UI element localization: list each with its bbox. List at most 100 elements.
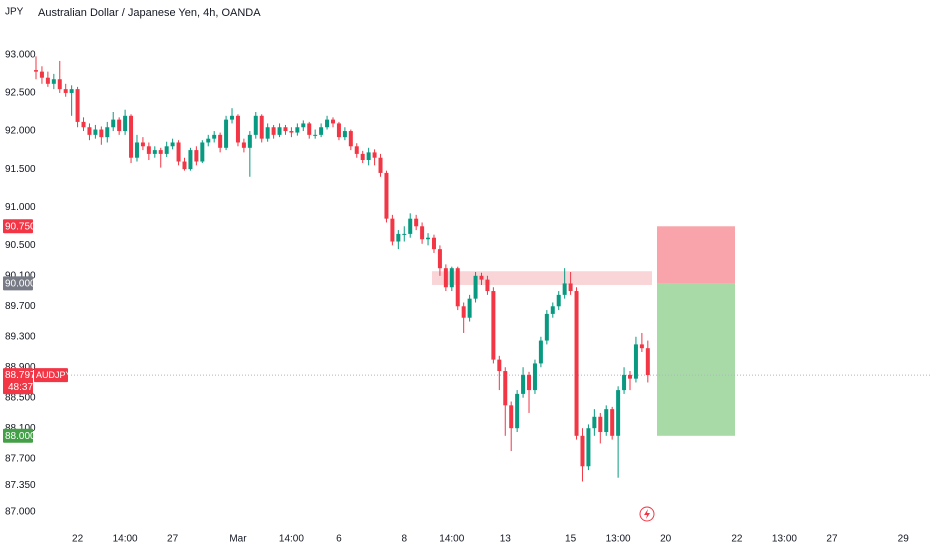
candle-body	[598, 416, 603, 432]
candle-body	[75, 89, 80, 122]
candle-body	[568, 283, 573, 292]
candle-body	[366, 152, 371, 160]
candle-body	[479, 275, 484, 280]
candle-body	[402, 233, 407, 235]
candle-body	[218, 134, 223, 148]
candle-body	[200, 142, 205, 162]
axis-layer: 93.000 92.500 92.000 91.500 91.000 90.500 90.1…	[3, 49, 909, 545]
candle-body	[57, 79, 62, 90]
candle-body	[301, 123, 306, 128]
candle-body	[34, 70, 38, 72]
candle-body	[283, 127, 288, 132]
replay-icon[interactable]	[639, 506, 655, 522]
x-tick-label: 8	[401, 534, 407, 545]
y-tick-label: 89.300	[5, 331, 36, 342]
candle-body	[521, 374, 526, 394]
candle-body	[467, 298, 472, 318]
candle-body	[235, 115, 240, 143]
candle-body	[396, 233, 401, 242]
x-tick-label: 14:00	[279, 534, 304, 545]
candle-body	[241, 142, 246, 148]
symbol-tag	[34, 368, 68, 383]
candle-body	[580, 435, 585, 467]
candle-body	[81, 121, 86, 128]
candle-body	[325, 119, 330, 128]
y-tick-label: 87.700	[5, 453, 36, 464]
last-price-box	[3, 368, 33, 395]
symbol-label: AUDJPY	[36, 370, 72, 380]
candle-body	[503, 371, 508, 406]
candle-body	[538, 340, 543, 364]
price-label-box	[3, 219, 33, 234]
candle-body	[473, 275, 478, 299]
x-tick-label: 6	[336, 534, 342, 545]
candle-body	[414, 218, 419, 227]
candle-body	[556, 294, 561, 307]
candle-body	[152, 150, 157, 154]
candle-body	[117, 119, 122, 132]
y-tick-label: 88.500	[5, 392, 36, 403]
candle-body	[610, 409, 615, 436]
candle-body	[491, 291, 496, 360]
candle-body	[592, 416, 597, 429]
x-tick-label: 20	[660, 534, 672, 545]
candle-body	[69, 89, 74, 93]
candle-body	[259, 115, 264, 139]
candle-body	[129, 115, 134, 158]
candle-body	[170, 142, 175, 147]
stop-area	[657, 226, 735, 284]
candle-body	[146, 146, 151, 154]
currency: JPY	[5, 7, 24, 18]
candle-body	[426, 237, 431, 240]
price-label: 90.000	[5, 279, 36, 290]
y-tick-label: 87.350	[5, 480, 36, 491]
x-tick-label: 22	[731, 534, 743, 545]
candle-body	[420, 226, 425, 240]
candle-body	[51, 79, 56, 84]
price-label-box	[3, 428, 33, 443]
candle-body	[277, 127, 282, 135]
x-tick-label: 14:00	[439, 534, 464, 545]
x-tick-label: 14:00	[113, 534, 138, 545]
x-tick-label: 13:00	[606, 534, 631, 545]
candle-body	[461, 306, 466, 318]
candle-body	[639, 344, 644, 349]
y-tick-label: 92.000	[5, 126, 36, 137]
candle-body	[140, 142, 145, 147]
zone-layer	[32, 226, 932, 436]
candle-body	[188, 150, 193, 170]
candle-body	[574, 291, 579, 436]
candle-body	[212, 134, 217, 139]
candle-body	[111, 119, 116, 128]
candle-body	[544, 313, 549, 341]
candle-body	[93, 129, 98, 135]
candle-body	[645, 348, 650, 376]
candle-body	[515, 393, 520, 429]
candle-body	[408, 218, 413, 234]
x-tick-label: 15	[565, 534, 577, 545]
candle-body	[633, 344, 638, 379]
x-tick-label: 13:00	[772, 534, 797, 545]
y-tick-label: 90.100	[5, 270, 36, 281]
candle-body	[206, 138, 211, 143]
candle-body	[384, 172, 389, 219]
y-tick-label: 91.500	[5, 164, 36, 175]
candle-body	[158, 150, 163, 154]
candle-body	[616, 390, 621, 436]
y-tick-label: 88.100	[5, 423, 36, 434]
chart-title: Australian Dollar / Japanese Yen, 4h, OA…	[38, 7, 261, 19]
candle-body	[342, 131, 347, 138]
candle-body	[45, 77, 50, 84]
candle-body	[224, 119, 229, 148]
candle-body	[331, 119, 335, 124]
x-tick-label: 27	[167, 534, 179, 545]
candle-body	[105, 127, 110, 138]
candle-body	[372, 152, 377, 158]
candle-body	[497, 359, 502, 372]
candle-body	[134, 142, 139, 158]
candle-body	[289, 131, 294, 133]
candle-body	[182, 161, 187, 170]
candle-body	[509, 405, 514, 429]
candle-body	[443, 268, 448, 288]
